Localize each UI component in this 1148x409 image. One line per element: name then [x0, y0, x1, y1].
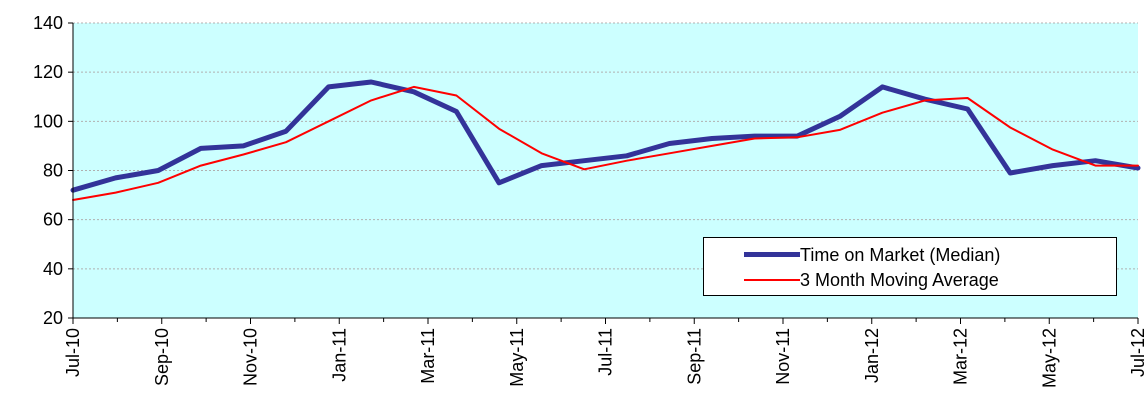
x-tick-labels: Jul-10 Sep-10 Nov-10 Jan-11 Mar-11 May-11 Jul-…	[63, 328, 1148, 388]
legend-label-moving-average: 3 Month Moving Average	[800, 270, 999, 290]
y-tick-label: 120	[33, 62, 63, 82]
axes	[68, 22, 1139, 324]
legend-item-moving-average: 3 Month Moving Average	[704, 268, 1116, 292]
x-tick-label: Jan-11	[329, 328, 349, 382]
x-tick-label: May-11	[507, 328, 527, 387]
y-tick-labels: 20 40 60 80 100 120 140	[33, 13, 63, 328]
legend-swatch-median	[744, 252, 800, 257]
series-line-moving-average	[72, 85, 1139, 201]
legend-swatch-moving-average	[744, 279, 800, 281]
x-tick-label: Nov-10	[241, 328, 261, 386]
gridlines	[73, 22, 1138, 270]
y-tick-label: 60	[43, 210, 63, 230]
x-tick-label: Jan-12	[862, 328, 882, 383]
x-tick-label: Mar-12	[951, 328, 971, 385]
legend: Time on Market (Median) 3 Month Moving A…	[703, 237, 1117, 296]
y-tick-label: 20	[43, 308, 63, 328]
y-tick-label: 40	[43, 259, 63, 279]
x-tick-label: Jul-11	[596, 328, 616, 376]
x-tick-label: May-12	[1039, 328, 1059, 388]
y-tick-label: 140	[33, 13, 63, 33]
legend-item-median: Time on Market (Median)	[704, 243, 1116, 267]
x-tick-label: Mar-11	[418, 328, 438, 384]
x-tick-label: Sep-11	[684, 328, 704, 385]
x-tick-label: Jul-12	[1128, 328, 1148, 377]
y-tick-label: 100	[33, 111, 63, 131]
x-tick-label: Sep-10	[152, 328, 172, 386]
series-line-median	[70, 79, 1141, 193]
y-tick-label: 80	[43, 161, 63, 181]
legend-label-median: Time on Market (Median)	[800, 245, 1001, 265]
x-tick-label: Jul-10	[63, 328, 83, 377]
x-tick-label: Nov-11	[773, 328, 793, 385]
series-lines	[70, 79, 1141, 201]
